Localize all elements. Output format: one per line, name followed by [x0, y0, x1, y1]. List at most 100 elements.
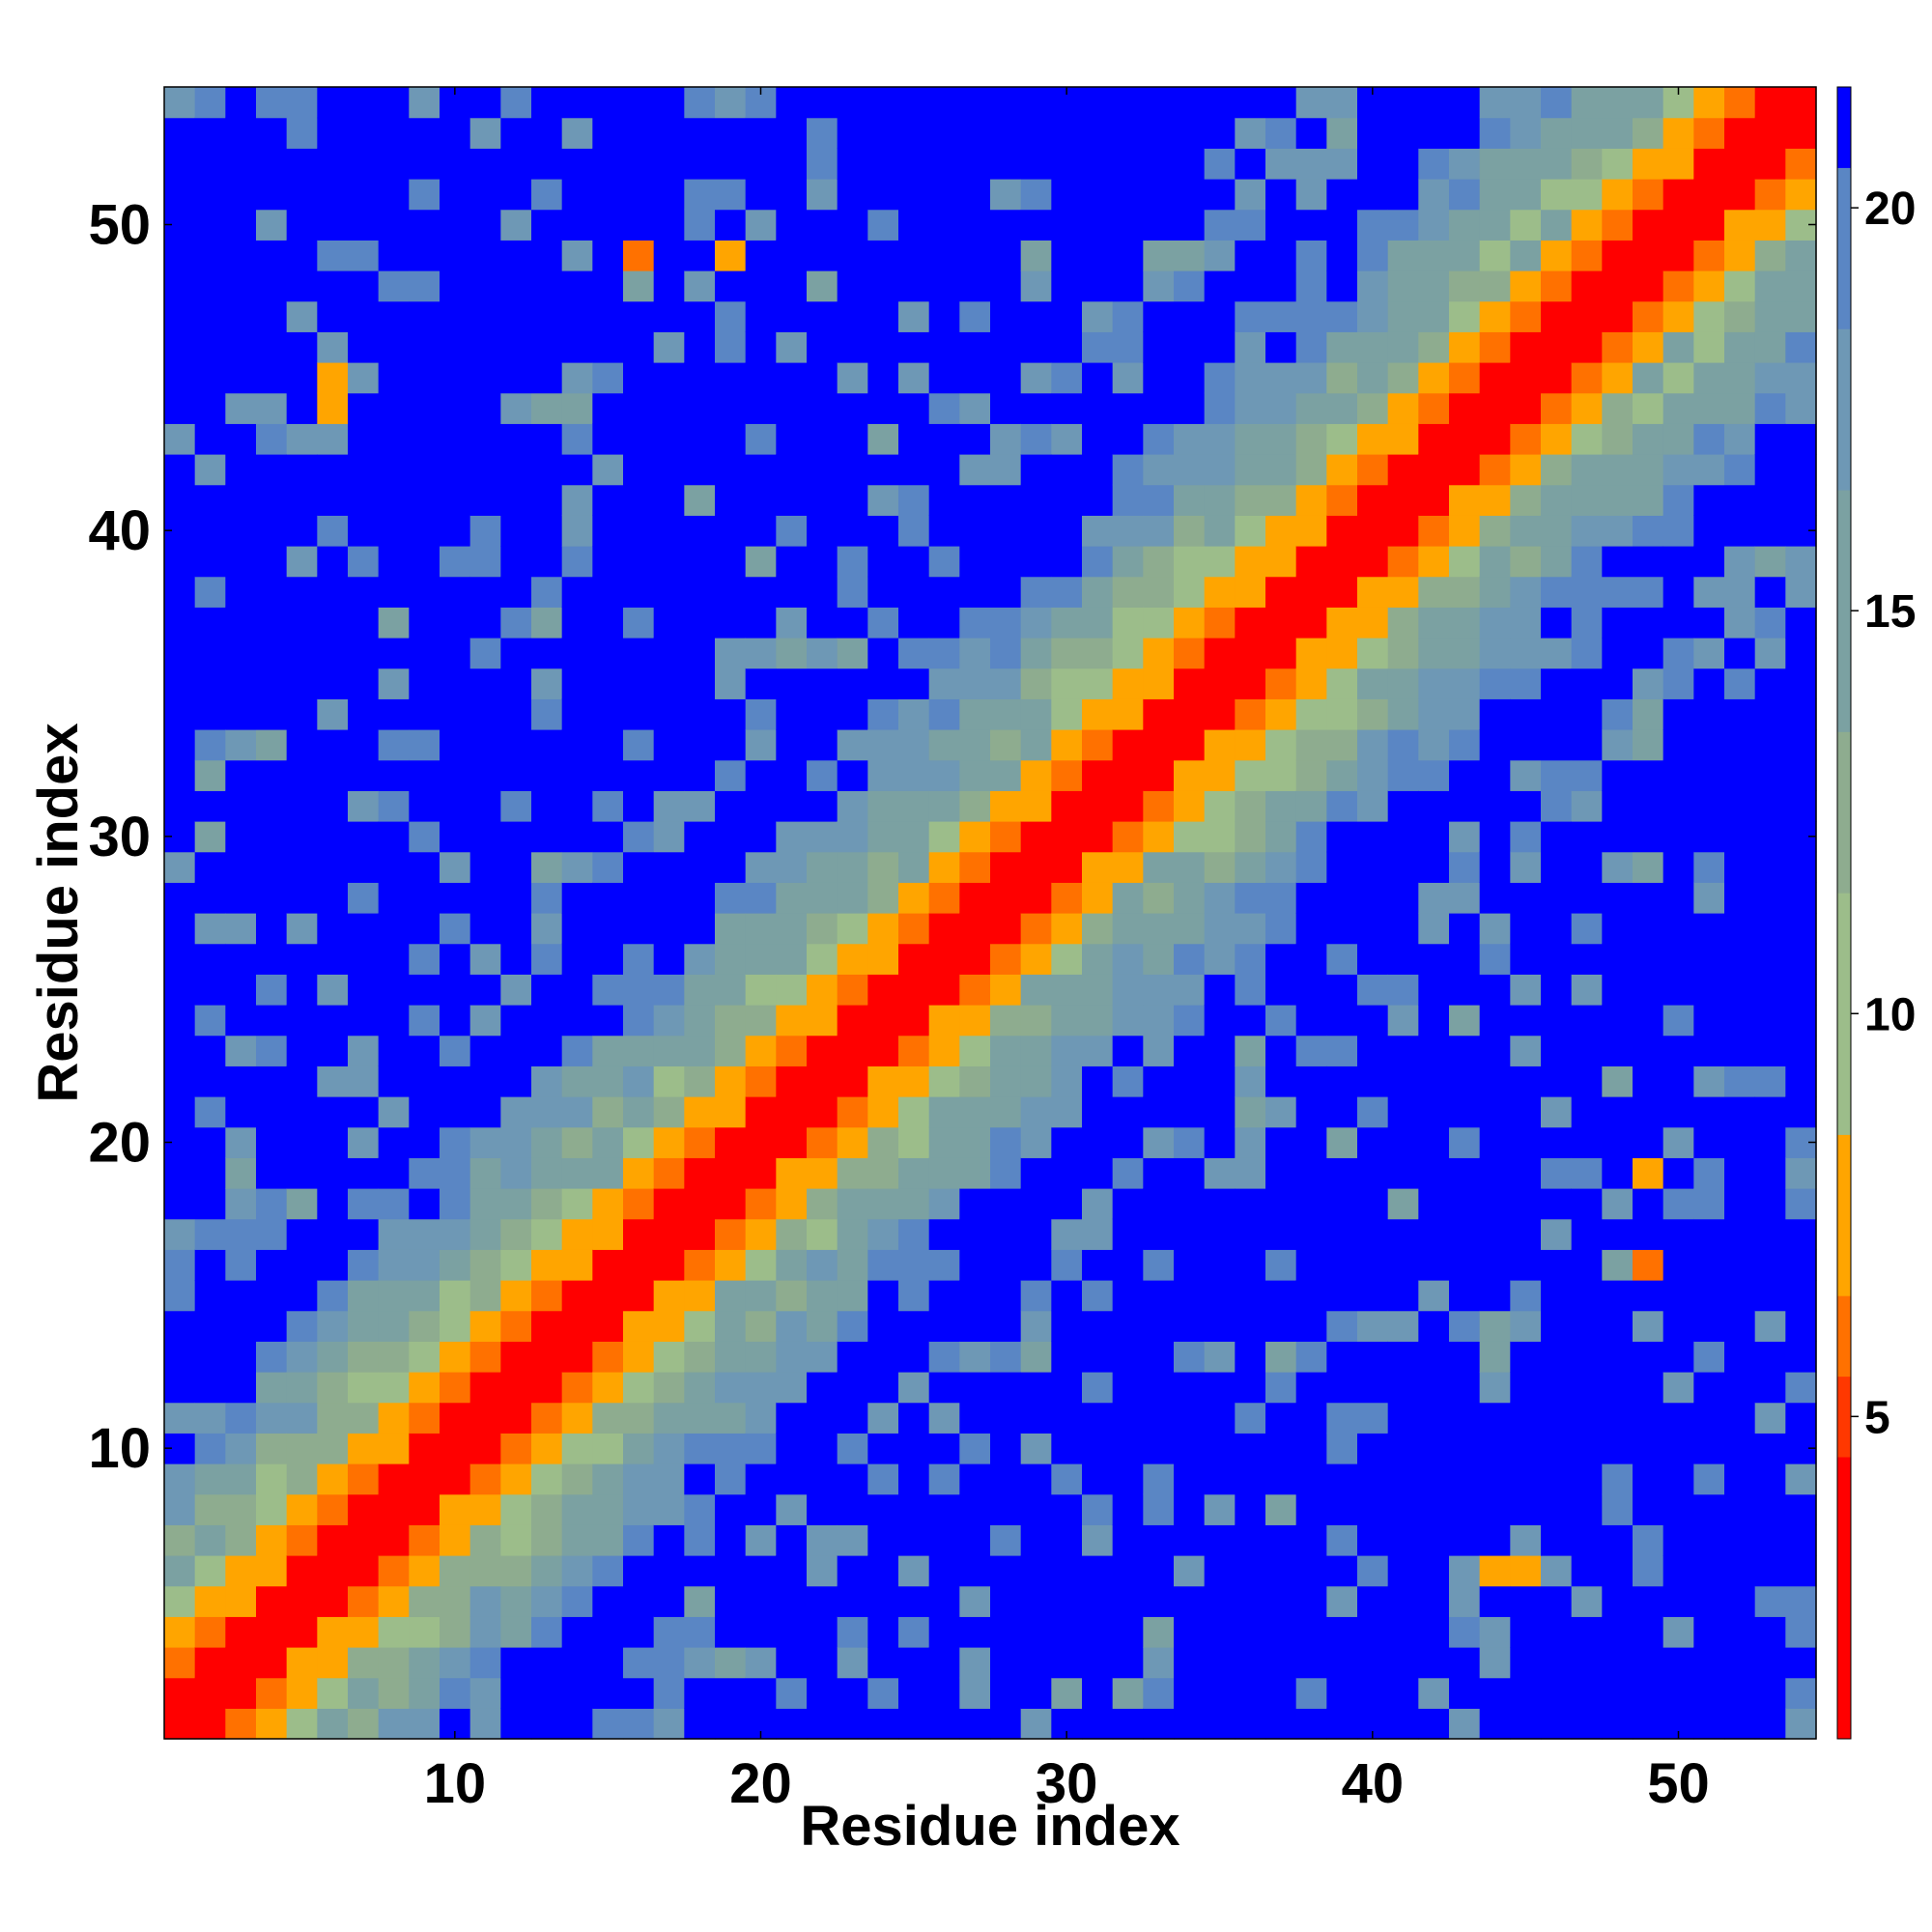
- heatmap-cell: [898, 1647, 930, 1679]
- heatmap-cell: [469, 117, 501, 149]
- heatmap-cell: [1112, 1341, 1144, 1373]
- heatmap-cell: [1082, 851, 1114, 883]
- heatmap-cell: [469, 1677, 501, 1709]
- heatmap-cell: [256, 331, 288, 363]
- heatmap-cell: [1571, 1126, 1603, 1158]
- heatmap-cell: [348, 1433, 380, 1464]
- heatmap-cell: [1754, 423, 1786, 455]
- heatmap-cell: [1265, 1555, 1297, 1587]
- heatmap-cell: [1235, 882, 1266, 914]
- heatmap-cell: [990, 1218, 1022, 1250]
- heatmap-cell: [256, 759, 288, 791]
- heatmap-cell: [837, 1402, 868, 1434]
- heatmap-cell: [1051, 209, 1083, 241]
- heatmap-cell: [164, 1035, 196, 1066]
- heatmap-cell: [837, 270, 868, 302]
- heatmap-cell: [378, 1126, 410, 1158]
- heatmap-cell: [561, 1402, 593, 1434]
- heatmap-cell: [1295, 117, 1327, 149]
- heatmap-cell: [348, 300, 380, 332]
- heatmap-cell: [867, 851, 899, 883]
- heatmap-cell: [867, 882, 899, 914]
- heatmap-cell: [1633, 1218, 1664, 1250]
- heatmap-cell: [1510, 546, 1542, 578]
- heatmap-cell: [317, 1677, 349, 1709]
- heatmap-cell: [1174, 576, 1206, 608]
- heatmap-cell: [1449, 576, 1481, 608]
- heatmap-cell: [500, 515, 532, 547]
- heatmap-cell: [1143, 331, 1175, 363]
- heatmap-cell: [286, 1157, 318, 1189]
- heatmap-cell: [561, 638, 593, 669]
- heatmap-cell: [531, 179, 563, 211]
- heatmap-cell: [378, 546, 410, 578]
- heatmap-cell: [1662, 1249, 1694, 1281]
- heatmap-cell: [1204, 270, 1236, 302]
- heatmap-cell: [440, 851, 471, 883]
- heatmap-cell: [715, 546, 747, 578]
- heatmap-cell: [1693, 638, 1725, 669]
- heatmap-cell: [684, 1493, 716, 1525]
- heatmap-cell: [1295, 300, 1327, 332]
- heatmap-cell: [1479, 1647, 1511, 1679]
- heatmap-cell: [715, 1647, 747, 1679]
- heatmap-cell: [959, 1493, 991, 1525]
- heatmap-cell: [286, 882, 318, 914]
- heatmap-cell: [1541, 484, 1573, 516]
- heatmap-cell: [469, 1463, 501, 1495]
- heatmap-cell: [715, 1708, 747, 1740]
- heatmap-cell: [1082, 1372, 1114, 1404]
- heatmap-cell: [1449, 1555, 1481, 1587]
- heatmap-cell: [1693, 1708, 1725, 1740]
- heatmap-cell: [1020, 1249, 1052, 1281]
- heatmap-cell: [1265, 1126, 1297, 1158]
- heatmap-cell: [1174, 392, 1206, 424]
- heatmap-cell: [317, 1585, 349, 1617]
- heatmap-cell: [194, 1708, 226, 1740]
- heatmap-cell: [1020, 362, 1052, 394]
- heatmap-cell: [225, 1647, 257, 1679]
- heatmap-cell: [256, 1433, 288, 1464]
- heatmap-cell: [1082, 1616, 1114, 1648]
- heatmap-cell: [469, 240, 501, 271]
- heatmap-cell: [1662, 729, 1694, 761]
- heatmap-cell: [592, 423, 624, 455]
- heatmap-cell: [684, 729, 716, 761]
- heatmap-cell: [1204, 392, 1236, 424]
- heatmap-cell: [653, 331, 685, 363]
- heatmap-cell: [1418, 1708, 1450, 1740]
- heatmap-cell: [1633, 148, 1664, 180]
- heatmap-cell: [531, 913, 563, 945]
- heatmap-cell: [194, 362, 226, 394]
- heatmap-cell: [348, 576, 380, 608]
- heatmap-cell: [1571, 1555, 1603, 1587]
- heatmap-cell: [256, 790, 288, 822]
- heatmap-cell: [745, 1188, 777, 1220]
- heatmap-cell: [1662, 1188, 1694, 1220]
- heatmap-cell: [1633, 484, 1664, 516]
- heatmap-cell: [194, 576, 226, 608]
- heatmap-cell: [1602, 546, 1634, 578]
- heatmap-cell: [1418, 913, 1450, 945]
- heatmap-cell: [1662, 1126, 1694, 1158]
- heatmap-cell: [1082, 392, 1114, 424]
- heatmap-cell: [286, 759, 318, 791]
- heatmap-cell: [837, 1585, 868, 1617]
- heatmap-cell: [1051, 454, 1083, 486]
- heatmap-cell: [1326, 1524, 1358, 1556]
- heatmap-cell: [531, 668, 563, 699]
- heatmap-cell: [1693, 1188, 1725, 1220]
- heatmap-cell: [225, 729, 257, 761]
- heatmap-cell: [531, 1280, 563, 1312]
- heatmap-cell: [469, 607, 501, 639]
- heatmap-cell: [1602, 1126, 1634, 1158]
- heatmap-cell: [1204, 1218, 1236, 1250]
- heatmap-cell: [745, 300, 777, 332]
- heatmap-cell: [1693, 1218, 1725, 1250]
- heatmap-cell: [164, 392, 196, 424]
- heatmap-cell: [500, 576, 532, 608]
- heatmap-cell: [776, 1157, 808, 1189]
- heatmap-cell: [440, 179, 471, 211]
- heatmap-cell: [1112, 974, 1144, 1006]
- heatmap-cell: [225, 1493, 257, 1525]
